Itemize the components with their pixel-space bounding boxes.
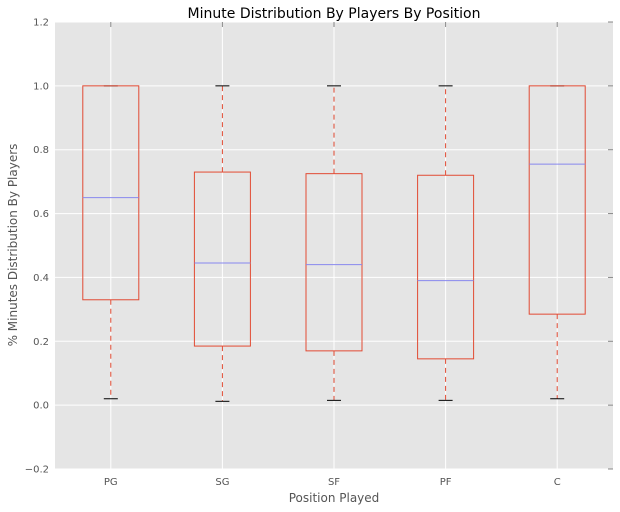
y-tick-label: 0.4 [33, 273, 49, 284]
x-tick-label: PF [440, 477, 452, 488]
x-tick-label: SG [215, 477, 229, 488]
box-sf [305, 85, 363, 401]
iqr-box [417, 174, 475, 360]
y-tick-label: 1.0 [33, 81, 49, 92]
x-axis-ticks: PG SG SF PF C [104, 22, 561, 488]
x-axis-label: Position Played [289, 491, 380, 505]
iqr-box [305, 173, 363, 352]
x-tick-label: PG [104, 477, 118, 488]
chart-title: Minute Distribution By Players By Positi… [188, 6, 481, 22]
box-sg [193, 85, 251, 402]
iqr-box [528, 85, 586, 315]
box-c [528, 85, 586, 400]
y-axis-label: % Minutes Distribution By Players [6, 144, 20, 347]
iqr-box [193, 171, 251, 347]
boxes [82, 85, 586, 402]
y-tick-label: 0.0 [33, 401, 49, 412]
y-tick-label: 0.8 [33, 145, 49, 156]
iqr-box [82, 85, 140, 301]
y-tick-label: 1.2 [33, 18, 49, 29]
y-tick-label: 0.2 [33, 337, 49, 348]
y-tick-label: 0.6 [33, 209, 49, 220]
y-tick-label: −0.2 [25, 465, 49, 476]
y-axis-ticks: −0.2 0.0 0.2 0.4 0.6 0.8 1.0 1.2 [25, 18, 613, 476]
box-pf [417, 85, 475, 401]
x-tick-label: SF [328, 477, 340, 488]
box-pg [82, 85, 140, 400]
x-tick-label: C [554, 477, 561, 488]
